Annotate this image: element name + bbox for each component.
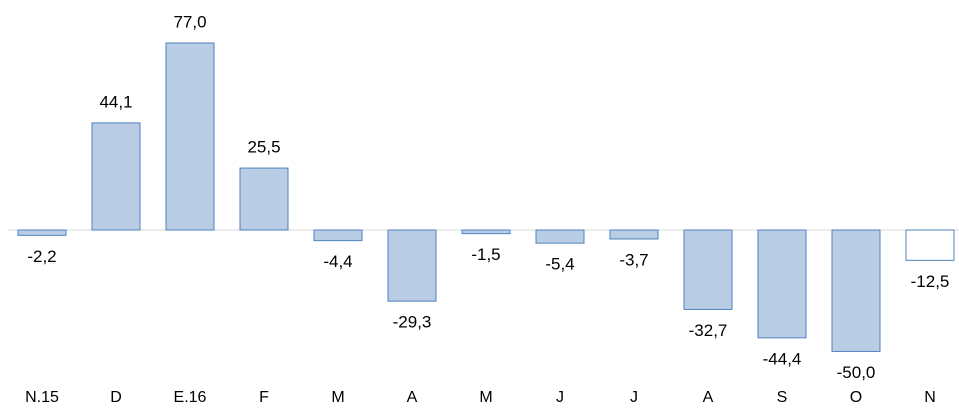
bar	[609, 229, 659, 240]
bar	[91, 122, 141, 231]
bar	[683, 229, 733, 310]
bar	[387, 229, 437, 302]
data-label: -2,2	[27, 247, 56, 266]
x-tick-label: O	[850, 389, 862, 406]
x-tick-label: J	[556, 389, 564, 406]
data-label: -32,7	[689, 321, 728, 340]
x-tick-label: S	[777, 389, 788, 406]
x-tick-label: F	[259, 389, 269, 406]
x-tick-label: J	[630, 389, 638, 406]
bar	[905, 229, 955, 261]
bar	[461, 229, 511, 235]
x-tick-label: A	[407, 389, 418, 406]
bar	[17, 229, 67, 236]
bar	[313, 229, 363, 242]
x-tick-label: M	[479, 389, 492, 406]
data-label: -5,4	[545, 255, 574, 274]
x-tick-label: E.16	[174, 389, 207, 406]
x-tick-label: N	[924, 389, 936, 406]
data-label: -29,3	[393, 313, 432, 332]
x-tick-label: D	[110, 389, 122, 406]
data-label: -1,5	[471, 245, 500, 264]
data-label: -50,0	[837, 363, 876, 382]
data-label: -44,4	[763, 349, 802, 368]
bar	[831, 229, 881, 352]
bar	[239, 167, 289, 231]
data-label: 44,1	[99, 92, 132, 111]
bar	[535, 229, 585, 244]
x-tick-label: A	[703, 389, 714, 406]
x-tick-label: N.15	[25, 389, 59, 406]
data-label: 25,5	[247, 138, 280, 157]
x-tick-label: M	[331, 389, 344, 406]
bar	[757, 229, 807, 339]
bar	[165, 42, 215, 231]
data-label: -4,4	[323, 252, 352, 271]
data-label: -12,5	[911, 272, 950, 291]
data-label: -3,7	[619, 250, 648, 269]
data-label: 77,0	[173, 12, 206, 31]
